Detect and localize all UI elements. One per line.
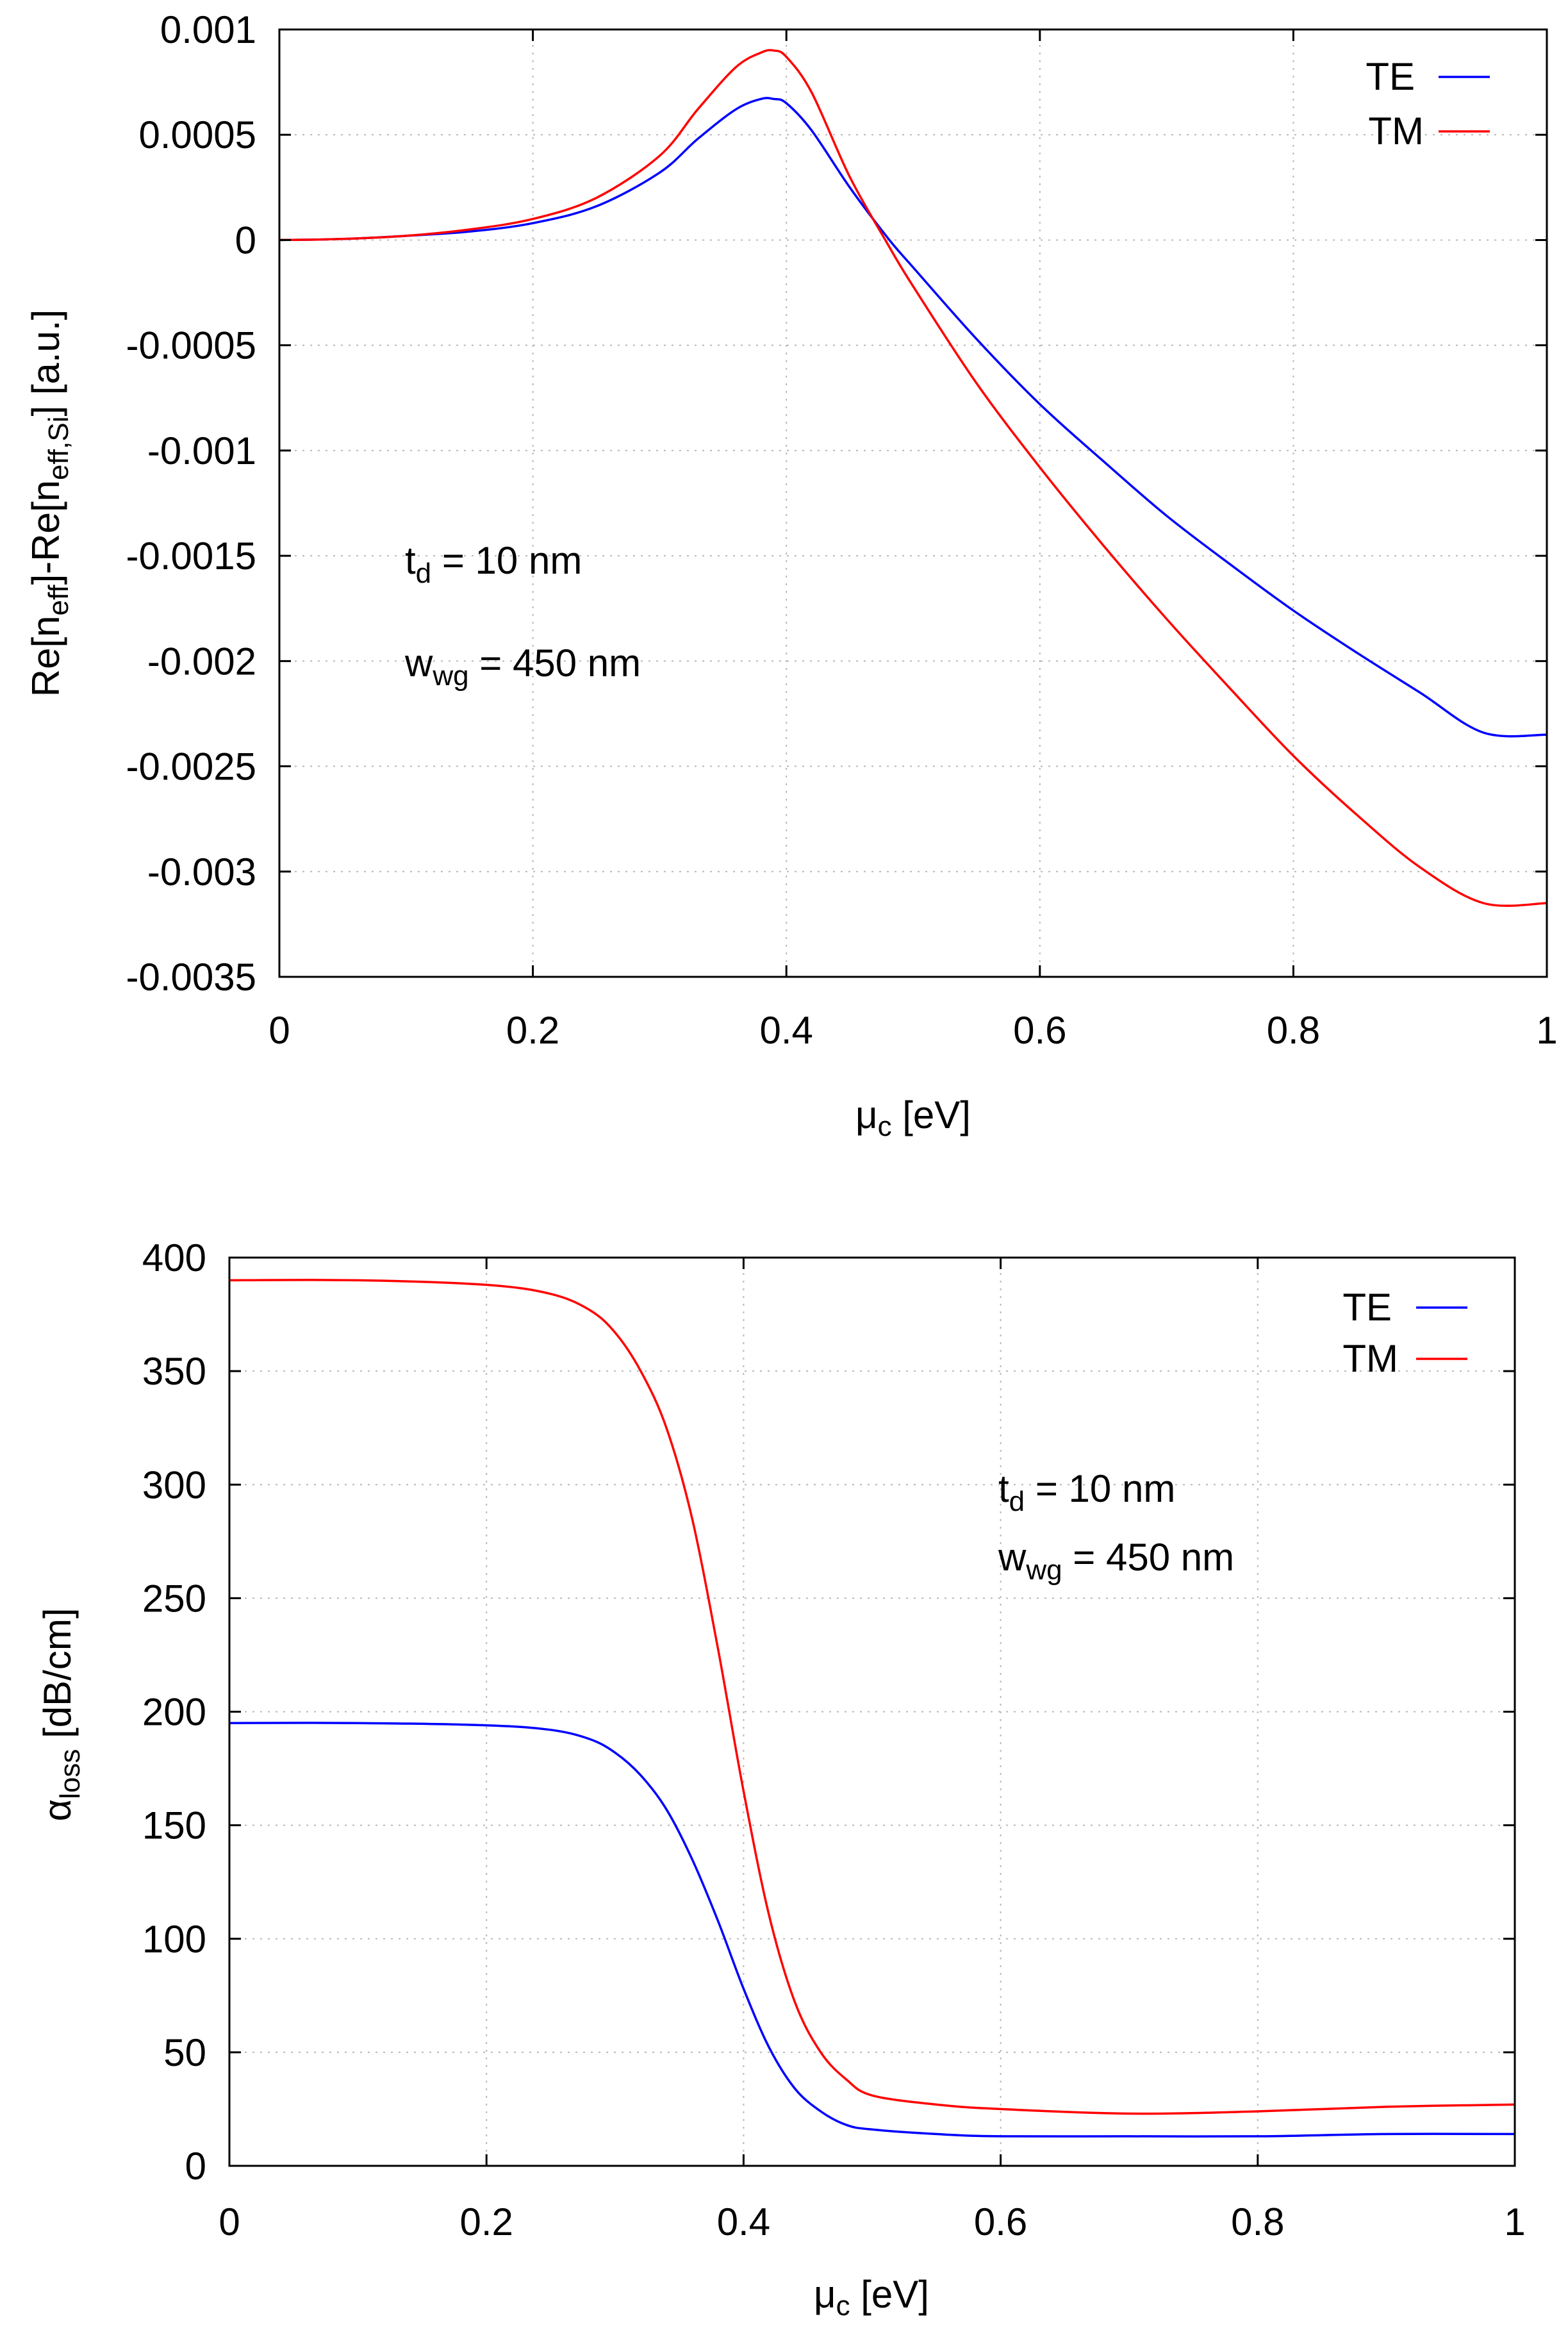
chart-bottom-legend-label-te: TE <box>1342 1286 1392 1329</box>
y-tick-label: -0.002 <box>147 640 256 683</box>
y-tick-label: -0.0015 <box>126 535 257 578</box>
y-tick-label: 0 <box>185 2145 206 2188</box>
chart-top-y-axis-label: Re[neff]-Re[neff,Si] [a.u.] <box>24 310 74 697</box>
chart-top-y-tick-labels: 0.001 0.0005 0 -0.0005 -0.001 -0.0015 -0.002 -0… <box>126 8 257 999</box>
chart-top-annotation-td: td = 10 nm <box>405 539 582 589</box>
y-tick-label: 250 <box>142 1577 206 1620</box>
chart-top-background <box>0 0 1568 1154</box>
y-tick-label: 0.0005 <box>138 113 256 156</box>
y-tick-label: 350 <box>142 1350 206 1393</box>
chart-top-series <box>279 49 1547 907</box>
y-tick-label: 100 <box>142 1918 206 1961</box>
series-line-te <box>229 1722 1515 2138</box>
chart-top-annotation-wwg: wwg = 450 nm <box>404 642 641 692</box>
chart-bottom-x-axis-label: μc [eV] <box>814 2273 929 2322</box>
chart-bottom-y-tick-labels: 400 350 300 250 200 150 100 50 0 <box>142 1236 206 2188</box>
x-tick-label: 0.4 <box>717 2200 770 2243</box>
chart-top-plot-frame <box>278 28 1548 978</box>
chart-bottom-y-axis-label: αloss [dB/cm] <box>36 1608 86 1822</box>
chart-top-ticks <box>278 28 1548 978</box>
y-tick-label: 0.001 <box>160 8 256 51</box>
chart-top-x-tick-labels: 0 0.2 0.4 0.6 0.8 1 <box>268 1009 1557 1052</box>
chart-bottom-annotation-wwg: wwg = 450 nm <box>998 1536 1234 1586</box>
chart-bottom-legend: TE TM <box>1342 1286 1467 1380</box>
x-tick-label: 0.8 <box>1231 2200 1284 2243</box>
chart-bottom-grid <box>229 1258 1515 2166</box>
series-line-tm <box>279 49 1547 907</box>
x-tick-label: 0.6 <box>1013 1009 1066 1052</box>
chart-bottom-legend-label-tm: TM <box>1342 1337 1398 1380</box>
chart-top-legend-label-tm: TM <box>1368 110 1424 153</box>
y-tick-label: -0.0005 <box>126 324 257 367</box>
y-tick-label: 300 <box>142 1463 206 1506</box>
y-tick-label: -0.001 <box>147 429 256 472</box>
x-tick-label: 0.2 <box>459 2200 513 2243</box>
y-tick-label: 150 <box>142 1804 206 1847</box>
series-line-tm <box>229 1279 1515 2115</box>
y-tick-label: 400 <box>142 1236 206 1279</box>
chart-bottom-series <box>229 1279 1515 2138</box>
chart-top-legend: TE TM <box>1366 55 1490 153</box>
chart-bottom-x-tick-labels: 0 0.2 0.4 0.6 0.8 1 <box>219 2200 1525 2243</box>
y-tick-label: -0.0025 <box>126 745 257 788</box>
chart-top-legend-label-te: TE <box>1366 55 1415 98</box>
y-tick-label: 200 <box>142 1691 206 1734</box>
y-tick-label: -0.003 <box>147 851 256 894</box>
x-tick-label: 0.6 <box>974 2200 1027 2243</box>
x-tick-label: 0.8 <box>1267 1009 1320 1052</box>
chart-bottom-annotation-td: td = 10 nm <box>998 1467 1175 1517</box>
chart-bottom-ticks <box>228 1256 1516 2167</box>
chart-top: 0 0.2 0.4 0.6 0.8 1 0.001 0.0005 0 -0.0005 -0.001… <box>0 0 1568 1154</box>
y-tick-label: 0 <box>235 219 256 262</box>
x-tick-label: 0 <box>268 1009 290 1052</box>
chart-top-x-axis-label: μc [eV] <box>855 1093 971 1142</box>
y-tick-label: 50 <box>163 2031 206 2074</box>
series-line-te <box>279 97 1547 738</box>
x-tick-label: 1 <box>1536 1009 1557 1052</box>
y-tick-label: -0.0035 <box>126 956 257 999</box>
x-tick-label: 0.2 <box>506 1009 559 1052</box>
x-tick-label: 0 <box>219 2200 240 2243</box>
chart-bottom: 0 0.2 0.4 0.6 0.8 1 400 350 300 250 200 150 100 50 0 … <box>36 1236 1526 2322</box>
x-tick-label: 0.4 <box>759 1009 813 1052</box>
x-tick-label: 1 <box>1504 2200 1525 2243</box>
